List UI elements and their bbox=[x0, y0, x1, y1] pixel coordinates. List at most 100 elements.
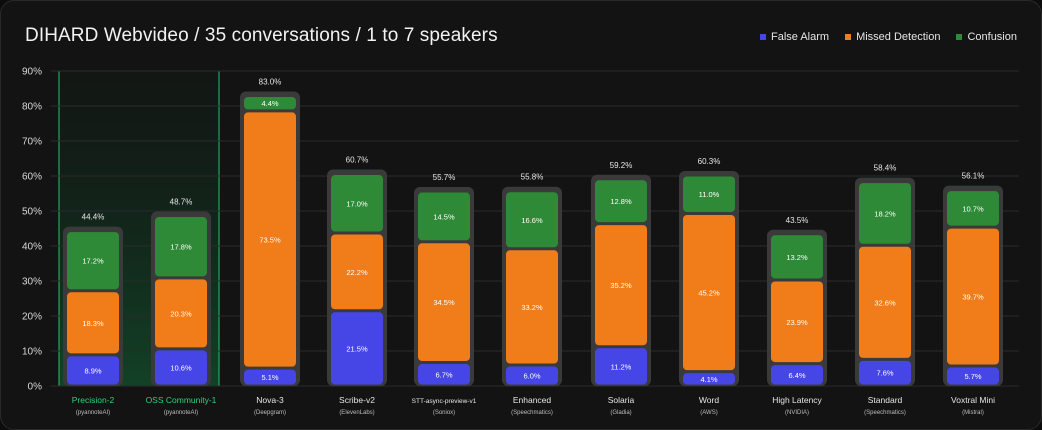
bar-segment bbox=[683, 373, 735, 385]
bar-segment bbox=[418, 192, 470, 241]
bar-segment bbox=[418, 243, 470, 362]
bar-segment bbox=[947, 191, 999, 226]
segment-value-label: 18.2% bbox=[874, 209, 896, 218]
x-category-label: OSS Community-1 bbox=[146, 395, 217, 405]
bar-total-label: 48.7% bbox=[170, 198, 193, 207]
x-category-label: STT-async-preview-v1 bbox=[412, 398, 477, 405]
x-provider-label: (ElevenLabs) bbox=[339, 410, 374, 416]
bar-segment bbox=[595, 348, 647, 385]
bar-segment bbox=[331, 175, 383, 232]
segment-value-label: 32.6% bbox=[874, 298, 896, 307]
bar-segment bbox=[859, 246, 911, 358]
bar-segment bbox=[244, 97, 296, 110]
bar-segment bbox=[155, 217, 207, 277]
segment-value-label: 5.7% bbox=[964, 372, 981, 381]
x-provider-label: (Soniox) bbox=[433, 410, 455, 416]
bar-total-label: 44.4% bbox=[82, 213, 105, 222]
bar-total-label: 83.0% bbox=[259, 78, 282, 87]
segment-value-label: 33.2% bbox=[521, 303, 543, 312]
x-category-label: High Latency bbox=[772, 395, 822, 405]
bar-segment bbox=[331, 234, 383, 310]
bar-segment bbox=[683, 214, 735, 371]
bar-segment bbox=[67, 356, 119, 385]
bar-total-label: 60.3% bbox=[698, 157, 721, 166]
legend-item-false-alarm: False Alarm bbox=[760, 31, 829, 43]
bar-segment bbox=[771, 365, 823, 385]
bar-total-label: 59.2% bbox=[610, 161, 633, 170]
segment-value-label: 10.7% bbox=[962, 204, 984, 213]
segment-value-label: 8.9% bbox=[84, 366, 101, 375]
bar-segment bbox=[155, 279, 207, 348]
segment-value-label: 4.1% bbox=[700, 375, 717, 384]
x-provider-label: (pyannoteAI) bbox=[164, 410, 198, 416]
segment-value-label: 11.2% bbox=[611, 362, 632, 371]
bar-total-label: 43.5% bbox=[786, 216, 809, 225]
segment-value-label: 22.2% bbox=[346, 268, 368, 277]
bar-segment bbox=[244, 112, 296, 367]
segment-value-label: 6.7% bbox=[435, 370, 452, 379]
bar-total-label: 55.7% bbox=[433, 173, 456, 182]
bar-segment bbox=[595, 225, 647, 346]
bar-segment bbox=[506, 250, 558, 364]
segment-value-label: 5.1% bbox=[261, 373, 278, 382]
segment-value-label: 4.4% bbox=[261, 99, 278, 108]
legend: False Alarm Missed Detection Confusion bbox=[760, 31, 1017, 43]
bar-segment bbox=[331, 312, 383, 385]
chart-title: DIHARD Webvideo / 35 conversations / 1 t… bbox=[25, 25, 498, 46]
segment-value-label: 73.5% bbox=[259, 236, 281, 245]
segment-value-label: 16.6% bbox=[521, 216, 543, 225]
y-tick-label: 30% bbox=[22, 277, 42, 288]
bar-segment bbox=[771, 235, 823, 279]
y-tick-label: 10% bbox=[22, 347, 42, 358]
segment-value-label: 7.6% bbox=[876, 369, 893, 378]
segment-value-label: 21.5% bbox=[346, 344, 368, 353]
x-category-label: Voxtral Mini bbox=[951, 395, 995, 405]
segment-value-label: 39.7% bbox=[962, 293, 984, 302]
y-tick-label: 0% bbox=[28, 382, 43, 393]
bar-total-label: 58.4% bbox=[874, 164, 897, 173]
bar-segment bbox=[244, 369, 296, 385]
y-tick-label: 90% bbox=[22, 67, 42, 78]
bar-segment bbox=[595, 180, 647, 223]
x-provider-label: (Gladia) bbox=[610, 410, 631, 416]
bar-segment bbox=[859, 183, 911, 244]
bar-total-label: 55.8% bbox=[521, 173, 544, 182]
legend-swatch-missed-detection bbox=[845, 34, 852, 40]
segment-value-label: 35.2% bbox=[610, 281, 632, 290]
bar-segment bbox=[506, 192, 558, 248]
bar-segment bbox=[947, 367, 999, 385]
bar-segment bbox=[947, 228, 999, 365]
legend-item-missed-detection: Missed Detection bbox=[845, 31, 940, 43]
bar-segment bbox=[67, 232, 119, 290]
x-category-label: Scribe-v2 bbox=[339, 395, 375, 405]
segment-value-label: 17.8% bbox=[170, 243, 192, 252]
bar-segment bbox=[67, 292, 119, 354]
bar-segment bbox=[155, 350, 207, 385]
legend-swatch-false-alarm bbox=[760, 34, 766, 40]
x-provider-label: (pyannoteAI) bbox=[76, 410, 110, 416]
legend-label-false-alarm: False Alarm bbox=[771, 31, 830, 43]
segment-value-label: 17.2% bbox=[82, 257, 104, 266]
segment-value-label: 23.9% bbox=[786, 318, 808, 327]
bar-segment bbox=[418, 364, 470, 385]
bar-segment bbox=[859, 360, 911, 385]
x-category-label: Solaria bbox=[608, 395, 635, 405]
y-tick-label: 60% bbox=[22, 172, 42, 183]
segment-value-label: 11.0% bbox=[699, 190, 720, 199]
legend-label-confusion: Confusion bbox=[967, 31, 1017, 43]
bar-total-label: 60.7% bbox=[346, 156, 369, 165]
x-category-label: Nova-3 bbox=[256, 395, 284, 405]
x-category-label: Enhanced bbox=[513, 395, 552, 405]
segment-value-label: 12.8% bbox=[610, 197, 632, 206]
segment-value-label: 14.5% bbox=[433, 212, 455, 221]
bar-total-label: 56.1% bbox=[962, 172, 985, 181]
x-provider-label: (Speechmatics) bbox=[511, 410, 553, 416]
y-tick-label: 40% bbox=[22, 242, 42, 253]
y-tick-label: 70% bbox=[22, 137, 42, 148]
x-category-label: Precision-2 bbox=[72, 395, 115, 405]
y-tick-label: 50% bbox=[22, 207, 42, 218]
x-provider-label: (Speechmatics) bbox=[864, 410, 906, 416]
x-provider-label: (Mistral) bbox=[962, 410, 984, 416]
y-tick-label: 80% bbox=[22, 102, 42, 113]
